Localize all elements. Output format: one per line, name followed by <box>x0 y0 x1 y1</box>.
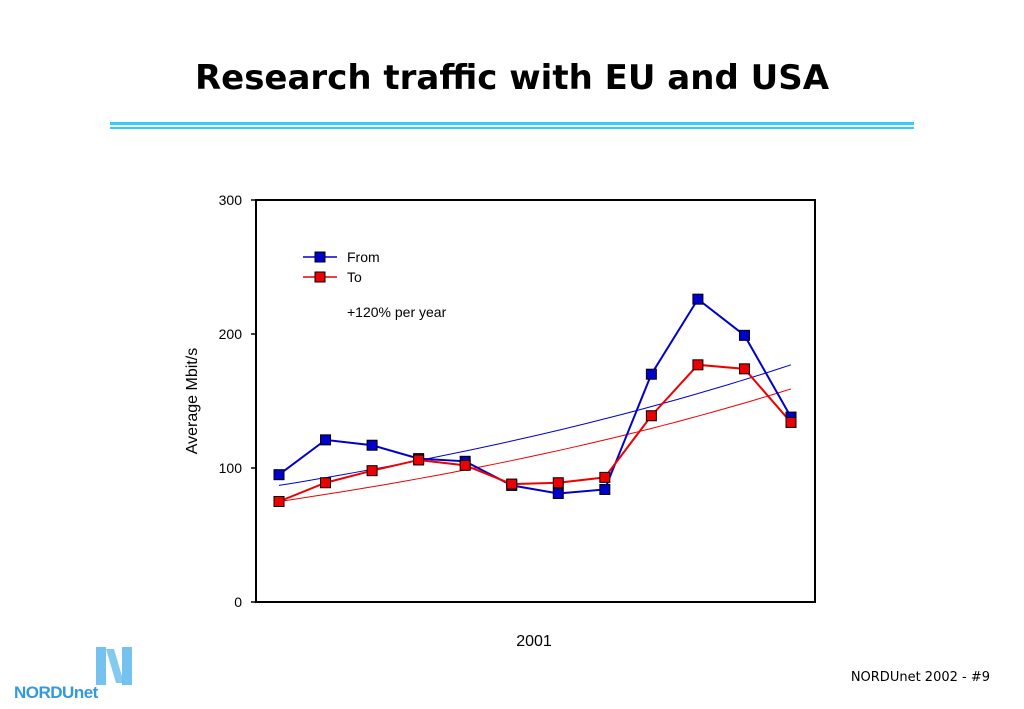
nordunet-logo: NORDUnet <box>14 645 144 705</box>
point-from-10 <box>692 293 704 305</box>
point-to-2 <box>320 477 332 489</box>
trendline-from <box>278 364 792 486</box>
growth-annotation: +120% per year <box>347 304 447 320</box>
title-rule-secondary <box>110 127 914 129</box>
point-to-7 <box>552 477 564 489</box>
point-to-11 <box>738 363 750 375</box>
y-tick-label-200: 200 <box>219 326 243 342</box>
point-to-6 <box>506 478 518 490</box>
point-to-4 <box>413 454 425 466</box>
point-from-1 <box>273 469 285 481</box>
point-to-3 <box>366 465 378 477</box>
legend-marker-from <box>314 251 326 263</box>
series-lines <box>273 293 797 507</box>
point-from-9 <box>645 368 657 380</box>
point-to-9 <box>645 410 657 422</box>
y-tick-label-300: 300 <box>219 192 243 208</box>
logo-text: NORDUnet <box>14 683 98 702</box>
point-from-11 <box>738 329 750 341</box>
y-axis-label: Average Mbit/s <box>184 348 201 454</box>
y-tick-label-100: 100 <box>219 460 243 476</box>
trendline-to <box>278 388 792 502</box>
point-from-7 <box>552 487 564 499</box>
point-to-5 <box>459 459 471 471</box>
legend-label-from: From <box>347 249 380 265</box>
legend-label-to: To <box>347 269 362 285</box>
nordunet-logo-mark <box>96 647 132 685</box>
slide-title: Research traffic with EU and USA <box>194 58 830 98</box>
point-to-12 <box>785 416 797 428</box>
series-line-to <box>278 363 792 503</box>
point-to-1 <box>273 496 285 507</box>
slide-footer: NORDUnet 2002 - #9 <box>850 670 990 685</box>
y-tick-label-0: 0 <box>234 594 242 610</box>
legend: From To +120% per year <box>303 249 447 320</box>
point-from-8 <box>599 483 611 495</box>
point-from-3 <box>366 439 378 451</box>
series-line-from <box>278 297 792 495</box>
plot-frame <box>255 199 816 603</box>
x-axis-label: 2001 <box>516 633 552 650</box>
point-from-2 <box>320 434 332 446</box>
point-to-10 <box>692 359 704 371</box>
point-to-8 <box>599 471 611 483</box>
trend-lines <box>278 364 792 502</box>
y-axis: 0 100 200 300 <box>219 192 256 610</box>
title-rule <box>110 122 914 125</box>
legend-marker-to <box>314 271 326 283</box>
